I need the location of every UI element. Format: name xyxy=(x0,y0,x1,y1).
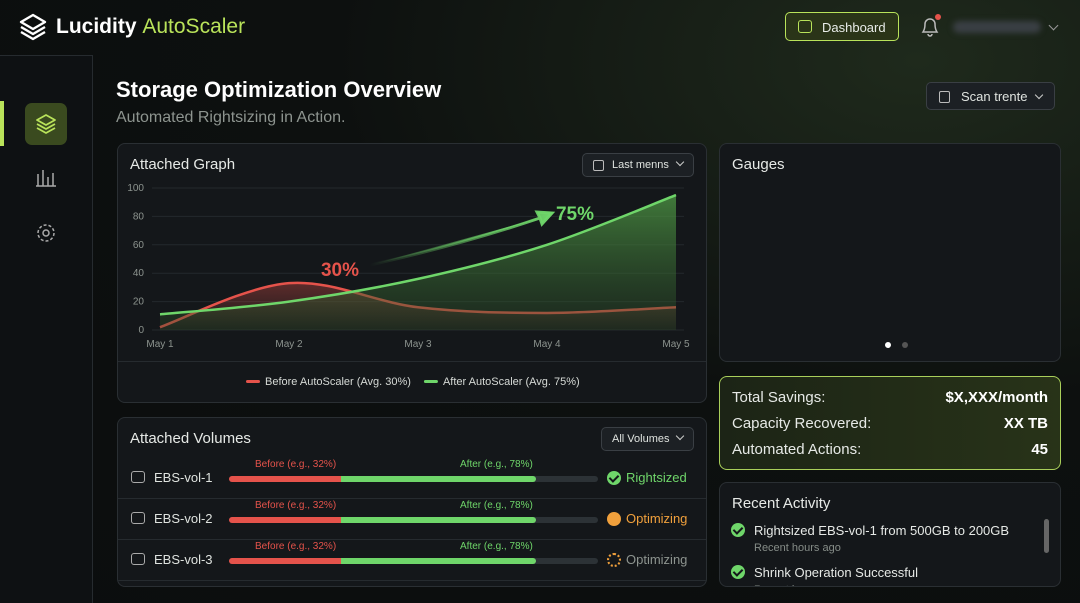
summary-value: XX TB xyxy=(1003,415,1048,432)
scrollbar[interactable] xyxy=(1044,519,1049,553)
activity-time: Recent hours ago xyxy=(754,584,841,586)
progress-track xyxy=(229,558,598,564)
button-label: Dashboard xyxy=(822,20,886,35)
graph-filter[interactable]: Last menns xyxy=(582,153,694,177)
page-dot[interactable] xyxy=(885,342,891,348)
status: Optimizing xyxy=(626,511,688,526)
bell[interactable] xyxy=(918,14,942,40)
progress-track xyxy=(229,476,598,482)
panel-title: Attached Graph xyxy=(130,156,236,173)
scan-label: Scan trente xyxy=(961,89,1028,104)
after-bar xyxy=(341,476,536,482)
summary-label: Automated Actions: xyxy=(732,441,862,458)
before-label: Before (e.g., 32%) xyxy=(255,500,337,511)
nav-storage[interactable] xyxy=(25,103,67,145)
activity-text: Rightsized EBS-vol-1 from 500GB to 200GB xyxy=(754,523,1010,538)
before-bar xyxy=(229,476,341,482)
activity-panel: Recent Activity Rightsized EBS-vol-1 fro… xyxy=(719,482,1061,587)
sidebar xyxy=(0,55,93,603)
check-icon xyxy=(731,565,745,579)
activity-text: Shrink Operation Successful xyxy=(754,565,919,580)
dashboard-button[interactable]: Dashboard xyxy=(785,12,899,41)
after-bar xyxy=(341,517,536,523)
after-label: After (e.g., 78%) xyxy=(460,459,533,470)
activity-time: Recent hours ago xyxy=(754,542,841,554)
summary-value: 45 xyxy=(1031,441,1048,458)
panel-title: Recent Activity xyxy=(732,495,831,512)
before-label: Before (e.g., 32%) xyxy=(255,541,337,552)
graph-panel: Attached Graph Last menns xyxy=(117,143,707,403)
volume-name: EBS-vol-3 xyxy=(154,552,213,567)
status-icon xyxy=(607,512,621,526)
nav-settings[interactable] xyxy=(35,222,57,244)
summary-label: Capacity Recovered: xyxy=(732,415,872,432)
disk-icon xyxy=(131,512,145,524)
after-label: After (e.g., 78%) xyxy=(460,541,533,552)
filter-label: Last menns xyxy=(612,159,669,171)
summary-label: Total Savings: xyxy=(732,389,826,406)
summary-panel: Total Savings: $X,XXX/month Capacity Recov… xyxy=(719,376,1061,470)
disk-icon xyxy=(131,553,145,565)
before-label: Before (e.g., 32%) xyxy=(255,459,337,470)
progress-track xyxy=(229,517,598,523)
status-icon xyxy=(607,471,621,485)
before-bar xyxy=(229,517,341,523)
volumes-panel: Attached Volumes All Volumes EBS-vol-1 Be… xyxy=(117,417,707,587)
page-title: Storage Optimization Overview xyxy=(116,77,442,102)
user-chevron[interactable] xyxy=(1048,20,1059,31)
volume-name: EBS-vol-1 xyxy=(154,470,213,485)
after-bar xyxy=(341,558,536,564)
brand-accent: AutoScaler xyxy=(142,15,246,38)
volume-name: EBS-vol-2 xyxy=(154,511,213,526)
summary-value: $X,XXX/month xyxy=(945,389,1048,406)
active-indicator xyxy=(0,101,4,146)
gauges-panel: Gauges xyxy=(719,143,1061,362)
scan-button[interactable]: Scan trente xyxy=(926,82,1055,110)
panel-title: Gauges xyxy=(732,156,785,173)
user-blur[interactable] xyxy=(953,21,1041,33)
volume-row: EBS-vol-2 Before (e.g., 32%) After (e.g., … xyxy=(118,499,706,540)
filter-label: All Volumes xyxy=(612,433,670,445)
before-bar xyxy=(229,558,341,564)
nav-analytics[interactable] xyxy=(35,168,57,188)
logo xyxy=(19,13,47,41)
disk-icon xyxy=(131,471,145,483)
status: Optimizing xyxy=(626,552,688,567)
volume-row: EBS-vol-3 Before (e.g., 32%) After (e.g., … xyxy=(118,540,706,581)
panel-title: Attached Volumes xyxy=(130,430,251,447)
page-subtitle: Automated Rightsizing in Action. xyxy=(116,109,346,126)
volumes-filter[interactable]: All Volumes xyxy=(601,427,695,451)
status-icon xyxy=(607,553,621,567)
brand-name: Lucidity xyxy=(56,15,137,38)
brand: Lucidity AutoScaler xyxy=(56,15,245,39)
page-dot[interactable] xyxy=(902,342,908,348)
check-icon xyxy=(731,523,745,537)
status: Rightsized xyxy=(626,470,687,485)
after-label: After (e.g., 78%) xyxy=(460,500,533,511)
volume-row: EBS-vol-1 Before (e.g., 32%) After (e.g., … xyxy=(118,458,706,499)
